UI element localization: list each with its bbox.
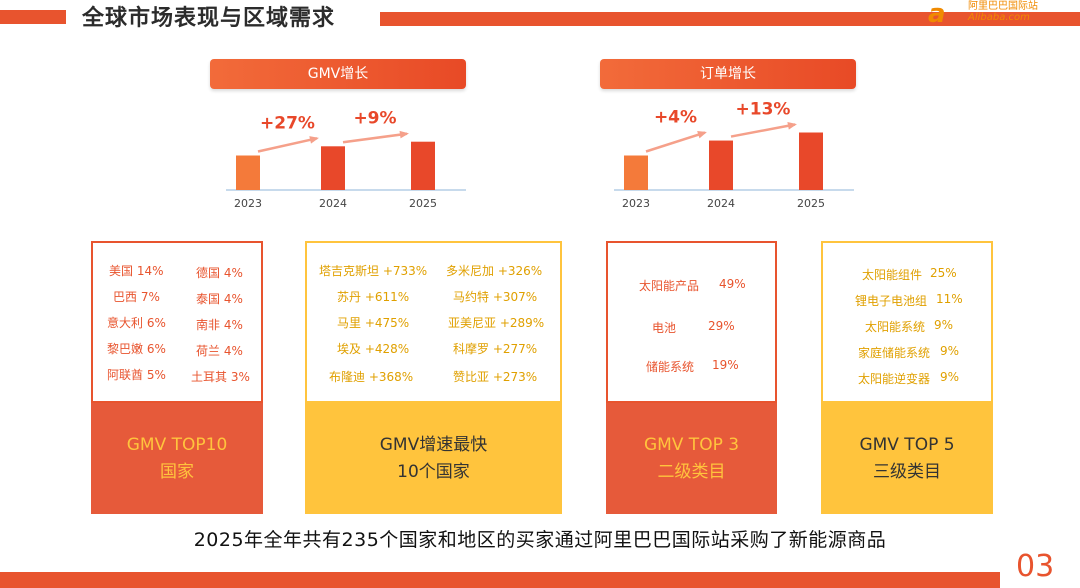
list-item: 黎巴嫩 6% <box>107 342 166 356</box>
card-fastest-growing-countries: 塔吉克斯坦 +733% 苏丹 +611% 马里 +475% 埃及 +428% 布… <box>305 241 562 514</box>
list-item: 49% <box>719 277 746 291</box>
arrow-head-icon <box>309 136 319 144</box>
list-item: 科摩罗 +277% <box>453 342 538 356</box>
arrow-head-icon <box>697 131 707 139</box>
growth-arrow <box>730 123 796 138</box>
card-label-line2: 三级类目 <box>873 461 941 482</box>
bar-2024 <box>321 146 345 190</box>
card-label-panel: GMV TOP 5 三级类目 <box>821 403 993 514</box>
chart-svg: 2023 2024 2025 +4% +13% <box>614 100 854 210</box>
card-top3-level2-categories: 太阳能产品 49% 电池 29% 储能系统 19% GMV TOP 3 二级类目 <box>606 241 777 514</box>
list-item: 锂电子电池组 <box>855 294 928 308</box>
card-top5-level3-categories: 太阳能组件 25% 锂电子电池组 11% 太阳能系统 9% 家庭储能系统 9% … <box>821 241 993 514</box>
card-list-panel: 太阳能组件 25% 锂电子电池组 11% 太阳能系统 9% 家庭储能系统 9% … <box>821 241 993 403</box>
arrow-head-icon <box>787 122 797 130</box>
list-item: 25% <box>930 266 957 280</box>
logo-english-text: Alibaba.com <box>968 12 1030 23</box>
card-list-panel: 塔吉克斯坦 +733% 苏丹 +611% 马里 +475% 埃及 +428% 布… <box>305 241 562 403</box>
card-label-panel: GMV TOP 3 二级类目 <box>606 403 777 514</box>
list-item: 苏丹 +611% <box>337 290 410 304</box>
page-title: 全球市场表现与区域需求 <box>82 6 336 31</box>
tick-label: 2024 <box>707 197 735 210</box>
list-item: 亚美尼亚 +289% <box>448 316 545 330</box>
list-item: 9% <box>940 344 960 358</box>
card-label-line2: 10个国家 <box>397 461 470 482</box>
list-item: 南非 4% <box>196 318 243 332</box>
card-list-panel: 太阳能产品 49% 电池 29% 储能系统 19% <box>606 241 777 403</box>
list-item: 埃及 +428% <box>337 342 410 356</box>
list-item: 泰国 4% <box>196 292 243 306</box>
summary-text: 2025年全年共有235个国家和地区的买家通过阿里巴巴国际站采购了新能源商品 <box>193 529 887 551</box>
gmv-growth-chart-title: GMV增长 <box>210 59 466 89</box>
alibaba-logo-icon: a <box>928 0 946 29</box>
growth-annotation: +13% <box>736 100 791 120</box>
gmv-growth-chart: 2023 2024 2025 +27% +9% <box>226 109 466 220</box>
logo-chinese-text: 阿里巴巴国际站 <box>968 1 1038 12</box>
list-item: 11% <box>936 292 963 306</box>
list-item: 家庭储能系统 <box>858 346 931 360</box>
growth-annotation: +27% <box>260 113 315 133</box>
tick-label: 2023 <box>622 197 650 210</box>
growth-arrow <box>342 132 408 144</box>
page-number: 03 <box>1016 549 1055 584</box>
list-item: 赞比亚 +273% <box>453 370 538 384</box>
card-label-line1: GMV TOP10 <box>126 434 228 455</box>
arrow-head-icon <box>399 130 409 139</box>
list-item: 阿联酋 5% <box>107 368 166 382</box>
growth-annotation: +9% <box>353 109 396 129</box>
card-label-panel: GMV增速最快 10个国家 <box>305 403 562 514</box>
tick-label: 2025 <box>797 197 825 210</box>
tick-label: 2024 <box>319 197 347 210</box>
bar-2023 <box>236 155 260 190</box>
list-item: 塔吉克斯坦 +733% <box>319 264 428 278</box>
list-item: 太阳能产品 <box>639 279 700 293</box>
header-accent-bar-right <box>380 12 1080 26</box>
card-label-line1: GMV TOP 5 <box>859 434 955 455</box>
list-item: 储能系统 <box>646 360 695 374</box>
growth-arrow <box>257 137 318 153</box>
list-item: 9% <box>940 370 960 384</box>
growth-arrow <box>645 131 706 153</box>
list-item: 美国 14% <box>109 264 164 278</box>
list-item: 德国 4% <box>196 266 243 280</box>
card-label-line2: 二级类目 <box>657 461 726 482</box>
list-item: 土耳其 3% <box>191 370 250 384</box>
list-item: 太阳能组件 <box>862 268 923 282</box>
header-accent-bar-left <box>0 10 66 24</box>
list-item: 19% <box>712 358 739 372</box>
list-item: 马里 +475% <box>337 316 410 330</box>
card-label-line1: GMV增速最快 <box>379 434 488 455</box>
card-list-panel: 美国 14% 巴西 7% 意大利 6% 黎巴嫩 6% 阿联酋 5% 德国 4% … <box>91 241 263 403</box>
footer-accent-bar <box>0 572 1000 588</box>
bar-2023 <box>624 155 648 190</box>
card-label-line2: 国家 <box>160 461 194 482</box>
tick-label: 2025 <box>409 197 437 210</box>
list-item: 太阳能系统 <box>865 320 926 334</box>
alibaba-logo: a 阿里巴巴国际站 Alibaba.com <box>928 0 1078 30</box>
bar-2025 <box>799 132 823 190</box>
list-item: 9% <box>934 318 954 332</box>
card-label-line1: GMV TOP 3 <box>643 434 740 455</box>
card-gmv-top10-countries: 美国 14% 巴西 7% 意大利 6% 黎巴嫩 6% 阿联酋 5% 德国 4% … <box>91 241 263 514</box>
tick-label: 2023 <box>234 197 262 210</box>
list-item: 29% <box>708 319 735 333</box>
list-item: 意大利 6% <box>107 316 166 330</box>
bar-2024 <box>709 140 733 190</box>
order-growth-chart-title: 订单增长 <box>600 59 856 89</box>
list-item: 太阳能逆变器 <box>858 372 931 386</box>
order-growth-chart: 2023 2024 2025 +4% +13% <box>614 100 854 220</box>
list-item: 电池 <box>652 321 677 335</box>
list-item: 荷兰 4% <box>196 344 243 358</box>
bar-2025 <box>411 141 435 190</box>
chart-svg: 2023 2024 2025 +27% +9% <box>226 109 466 210</box>
list-item: 马约特 +307% <box>453 290 538 304</box>
list-item: 巴西 7% <box>113 290 160 304</box>
list-item: 多米尼加 +326% <box>446 264 543 278</box>
card-label-panel: GMV TOP10 国家 <box>91 403 263 514</box>
growth-annotation: +4% <box>654 108 697 128</box>
list-item: 布隆迪 +368% <box>329 370 414 384</box>
